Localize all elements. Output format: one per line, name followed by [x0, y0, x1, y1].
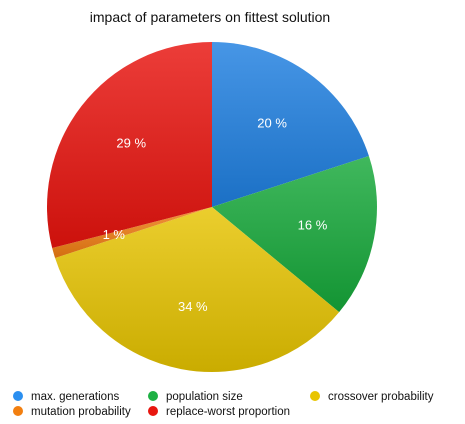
slice-crossover-probability: [55, 207, 340, 372]
pie-slices: [46, 41, 377, 372]
legend-label: crossover probability: [328, 391, 434, 403]
legend-item-max-generations: max. generations: [13, 391, 119, 403]
legend-item-mutation-probability: mutation probability: [13, 406, 131, 418]
legend-swatch-green: [148, 391, 158, 401]
slice-label-crossover-probability: 34 %: [178, 299, 208, 314]
legend-label: mutation probability: [31, 406, 131, 418]
slice-label-replace-worst-proportion: 29 %: [116, 136, 146, 151]
slice-mutation-probability: [52, 207, 213, 258]
slice-label-mutation-probability: 1 %: [103, 227, 126, 242]
legend-swatch-yellow: [310, 391, 320, 401]
legend-item-replace-worst-proportion: replace-worst proportion: [148, 406, 290, 418]
pie-value-labels: 20 % 16 % 34 % 1 % 29 %: [103, 116, 328, 314]
slice-replace-worst-proportion: [46, 41, 212, 249]
legend-label: max. generations: [31, 391, 120, 403]
legend-item-population-size: population size: [148, 391, 243, 403]
legend-swatch-blue: [13, 391, 23, 401]
legend-swatch-orange: [13, 406, 23, 416]
slice-population-size: [212, 156, 377, 313]
legend-swatch-red: [148, 406, 158, 416]
legend-label: population size: [166, 391, 243, 403]
legend-item-crossover-probability: crossover probability: [310, 391, 433, 403]
slice-label-population-size: 16 %: [298, 218, 328, 233]
slice-max-generations: [212, 42, 369, 207]
legend-label: replace-worst proportion: [166, 406, 291, 418]
slice-label-max-generations: 20 %: [257, 116, 287, 131]
chart-title: impact of parameters on fittest solution: [89, 9, 331, 25]
